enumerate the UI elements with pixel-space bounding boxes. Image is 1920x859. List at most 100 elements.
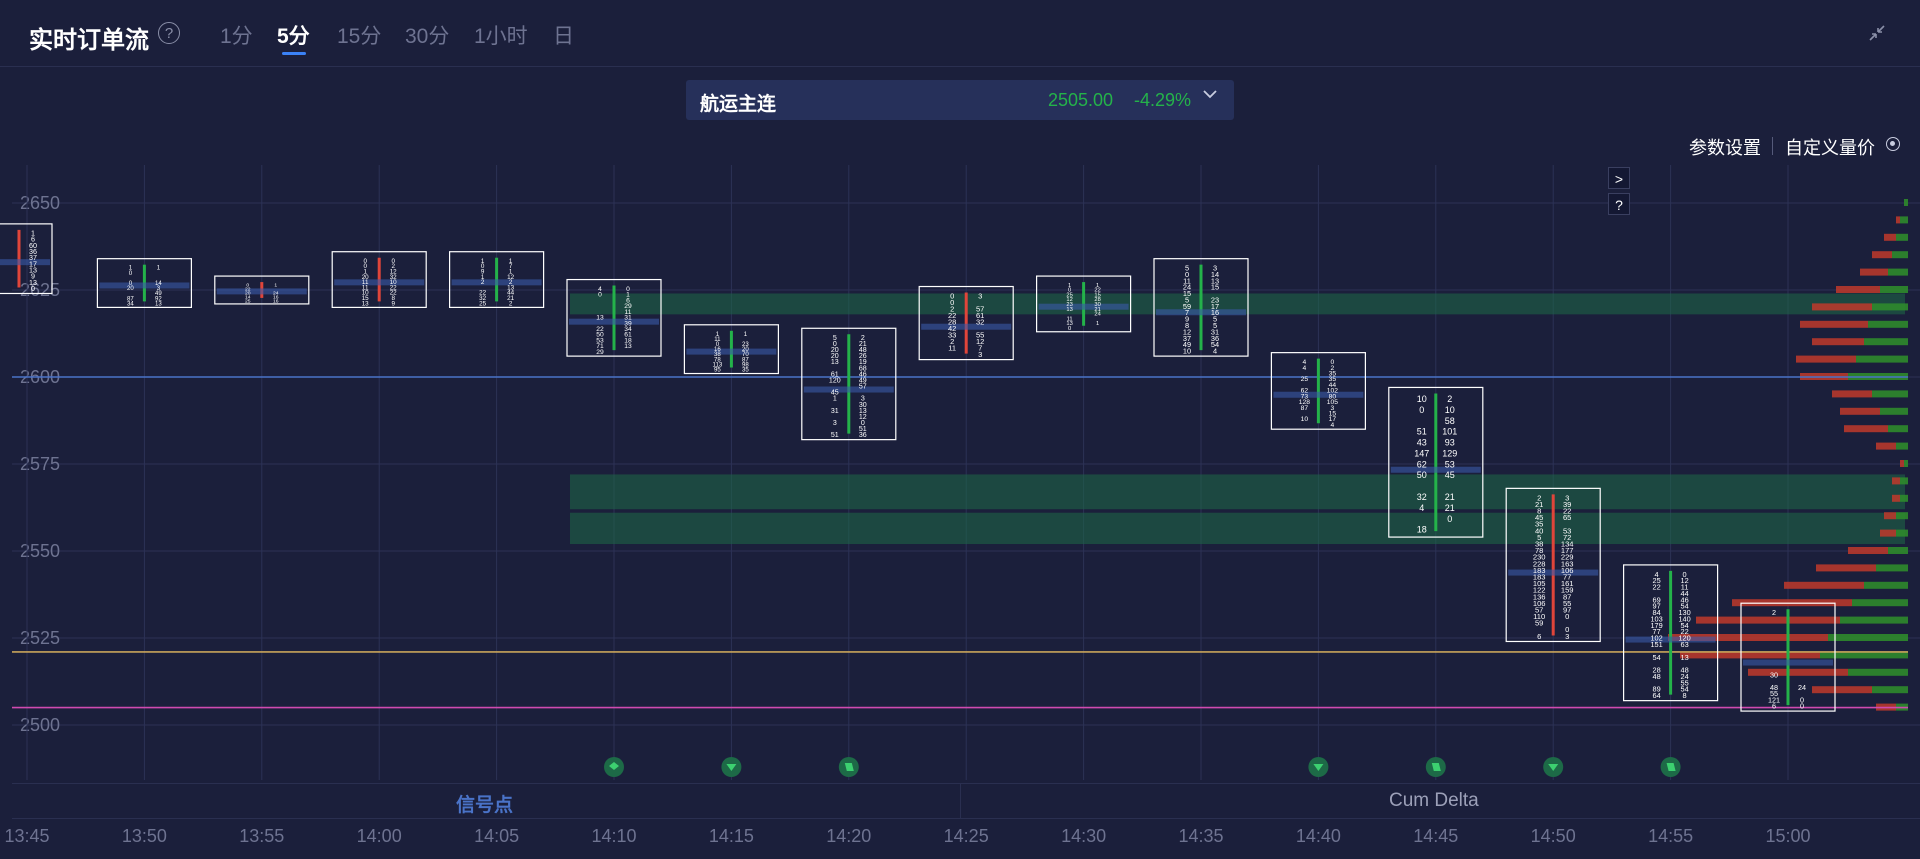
footprint-box[interactable] — [214, 275, 310, 305]
bid-volume: 13 — [1066, 321, 1072, 327]
ask-volume: 53 — [1445, 459, 1455, 469]
volume-profile-sell-bar — [1680, 651, 1820, 659]
ask-volume: 2 — [391, 263, 395, 270]
bid-volume: 110 — [1533, 612, 1545, 621]
x-axis: 13:45 13:50 13:55 14:00 14:05 14:10 14:15 14:20… — [0, 822, 1920, 852]
ask-volume: 24 — [1094, 312, 1101, 318]
ask-volume: 3 — [978, 291, 982, 300]
bid-volume: 11 — [362, 279, 369, 286]
volume-profile-buy-bar — [1892, 251, 1908, 259]
collapse-icon[interactable] — [1866, 22, 1888, 44]
bid-volume: 228 — [1533, 559, 1546, 568]
bid-volume: 11 — [1067, 316, 1073, 322]
absorption-band — [570, 293, 1905, 315]
help-panel-button[interactable]: ? — [1608, 193, 1630, 215]
bid-volume: 103 — [1650, 614, 1662, 623]
bid-volume: 22 — [245, 286, 251, 292]
bid-volume: 59 — [1183, 302, 1191, 311]
timeframe-tab-5m[interactable]: 5分 — [277, 25, 310, 48]
tab-signal-points[interactable]: 信号点 — [456, 795, 514, 816]
ask-volume: 0 — [626, 286, 630, 293]
custom-volume-price-button[interactable]: 自定义量价 — [1785, 138, 1875, 158]
volume-profile-sell-bar — [1784, 581, 1864, 589]
ask-volume: 48 — [1680, 666, 1688, 675]
bid-volume: 105 — [1533, 579, 1546, 588]
box-poc-band — [1156, 309, 1246, 316]
footprint-box[interactable] — [1622, 564, 1719, 702]
bid-volume: 0 — [1068, 326, 1071, 332]
footprint-box[interactable] — [566, 278, 662, 357]
footprint-box[interactable] — [801, 327, 897, 441]
bid-volume: 2 — [1772, 608, 1776, 617]
volume-profile-sell-bar — [1896, 216, 1900, 224]
params-settings-button[interactable]: 参数设置 — [1689, 138, 1761, 158]
ask-volume: 49 — [155, 290, 162, 297]
tab-divider — [960, 784, 961, 818]
timeframe-tab-1m[interactable]: 1分 — [220, 25, 253, 48]
footprint-box[interactable] — [1270, 352, 1367, 430]
ask-volume: 54 — [1680, 621, 1688, 630]
help-icon[interactable]: ? — [158, 22, 180, 44]
tab-cum-delta[interactable]: Cum Delta — [1389, 790, 1479, 811]
ask-volume: 36 — [1211, 334, 1219, 343]
instrument-selector[interactable]: 航运主连 2505.00 -4.29% — [686, 80, 1234, 120]
footprint-box[interactable] — [331, 251, 427, 309]
ask-volume: 15 — [1094, 292, 1100, 298]
volume-profile-sell-bar — [1668, 634, 1828, 641]
footprint-box[interactable] — [449, 251, 545, 309]
bid-volume: 1 — [363, 268, 367, 275]
timeframe-tab-30m[interactable]: 30分 — [405, 25, 450, 48]
box-poc-band — [1038, 303, 1129, 310]
volume-profile-buy-bar — [1840, 616, 1908, 624]
ask-volume: 3 — [1213, 264, 1217, 273]
footprint-box[interactable] — [683, 324, 780, 375]
volume-profile-buy-bar — [1864, 581, 1908, 589]
ask-volume: 11 — [625, 309, 632, 316]
footprint-box[interactable] — [0, 223, 53, 295]
footprint-box[interactable] — [1153, 258, 1249, 357]
y-tick-label: 2650 — [20, 193, 60, 213]
timeframe-tab-15m[interactable]: 15分 — [337, 25, 382, 48]
bid-volume: 32 — [1417, 492, 1427, 502]
ask-volume: 5 — [1213, 321, 1217, 330]
bid-volume: 14 — [245, 294, 251, 300]
volume-profile-buy-bar — [1880, 407, 1908, 415]
chevron-down-icon[interactable] — [1201, 85, 1219, 109]
x-tick-label: 14:55 — [1648, 826, 1694, 846]
footprint-chart[interactable]: 2650262526002575255025252500166036371713… — [0, 160, 1920, 780]
expand-panel-button[interactable]: > — [1608, 167, 1630, 189]
volume-profile-sell-bar — [1884, 512, 1896, 520]
volume-profile-sell-bar — [1832, 390, 1872, 398]
footprint-box[interactable] — [96, 258, 193, 308]
bid-volume: 18 — [1417, 525, 1427, 535]
bid-volume: 1 — [129, 265, 133, 272]
ask-volume: 30 — [859, 401, 867, 409]
footprint-box[interactable] — [1505, 487, 1601, 643]
volume-profile-buy-bar — [1876, 564, 1908, 572]
ask-volume: 2 — [509, 300, 513, 307]
ask-volume: 53 — [1563, 526, 1571, 535]
top-bar: 实时订单流 ? 1分 5分 15分 30分 1小时 日 — [0, 0, 1920, 67]
ask-volume: 14 — [1211, 270, 1219, 279]
timeframe-tab-1h[interactable]: 1小时 — [474, 25, 528, 48]
ask-volume: 54 — [1680, 602, 1688, 611]
ask-volume: 3 — [157, 285, 161, 292]
volume-profile-buy-bar — [1888, 268, 1908, 276]
ask-volume: 10 — [1445, 405, 1455, 415]
bid-volume: 53 — [596, 337, 604, 344]
bid-volume: 54 — [1652, 653, 1660, 662]
ask-volume: 24 — [273, 290, 279, 296]
timeframe-tab-day[interactable]: 日 — [553, 25, 574, 48]
footprint-box[interactable] — [1035, 275, 1132, 333]
footprint-box[interactable] — [1388, 386, 1484, 538]
x-tick-label: 14:00 — [356, 826, 402, 846]
settings-icon[interactable] — [1886, 137, 1900, 151]
volume-profile-sell-bar — [1800, 320, 1868, 328]
bid-volume: 48 — [1770, 683, 1778, 692]
bid-volume: 9 — [481, 268, 485, 275]
bid-volume: 0 — [363, 258, 367, 265]
ask-volume: 8 — [1683, 691, 1687, 700]
footprint-box[interactable] — [918, 285, 1014, 361]
ask-volume: 13 — [1211, 276, 1219, 285]
footprint-box[interactable] — [1740, 602, 1836, 712]
